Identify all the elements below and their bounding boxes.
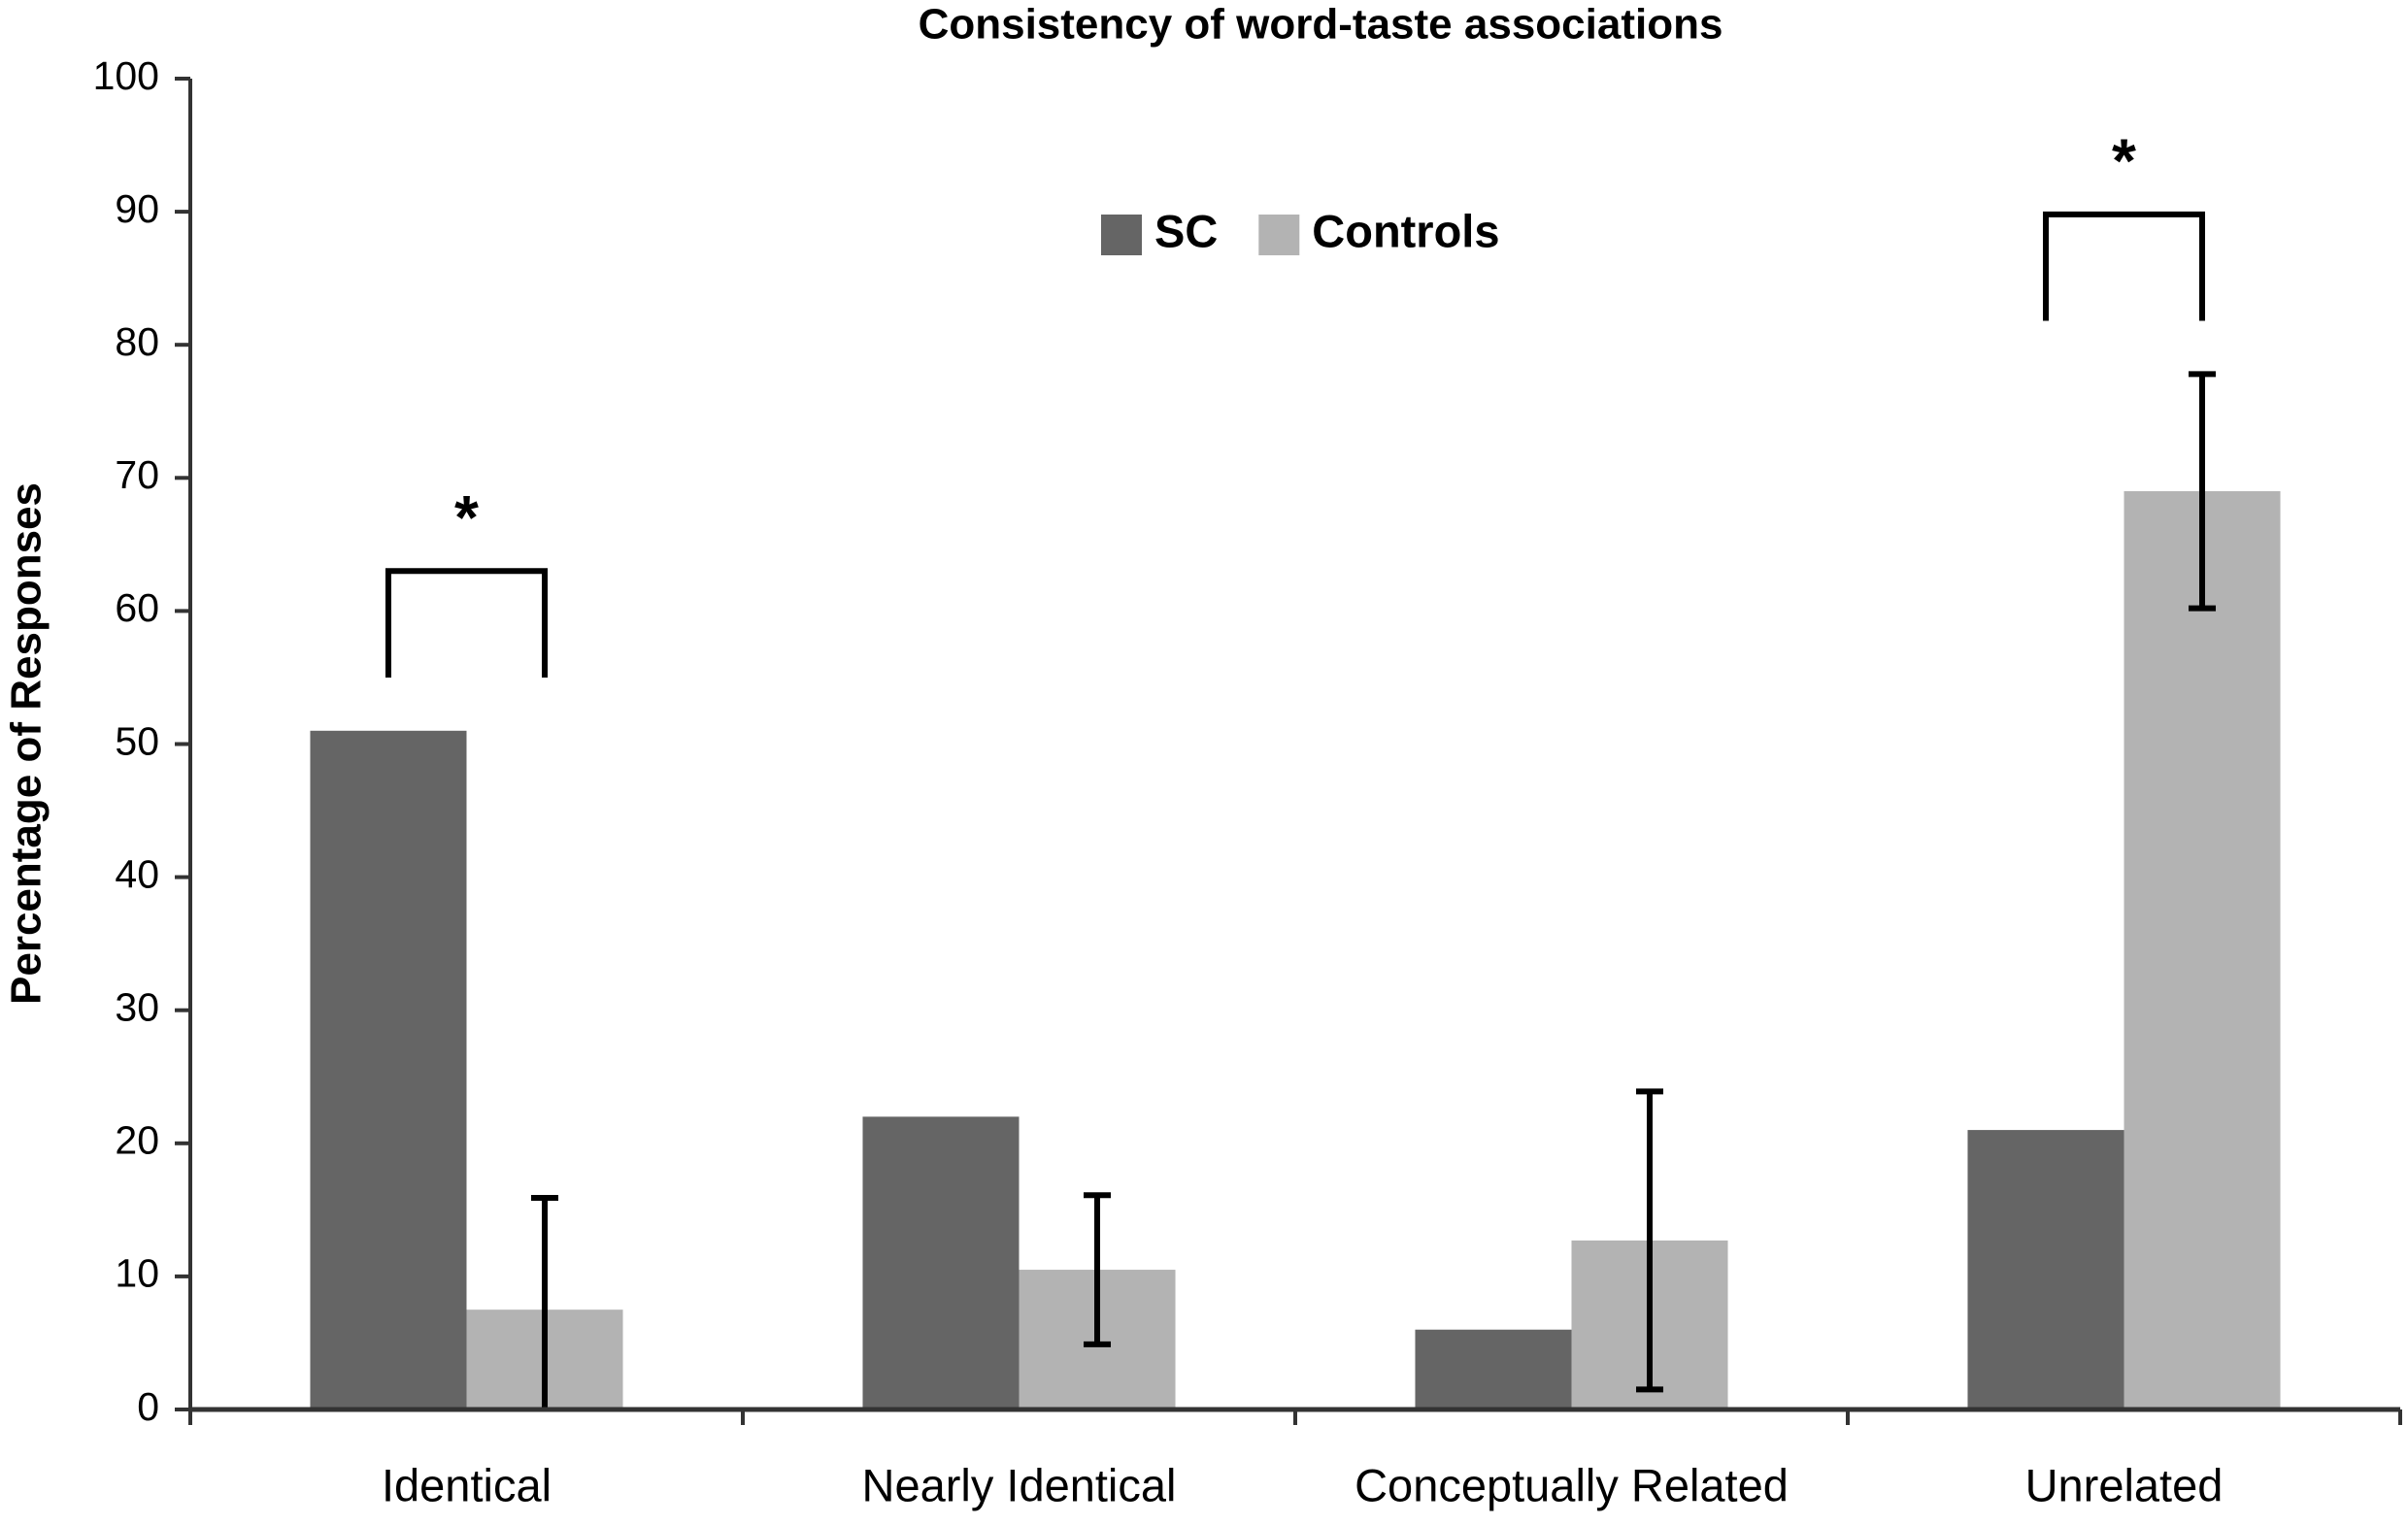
- y-tick-label: 30: [115, 985, 159, 1030]
- y-tick-label: 90: [115, 186, 159, 231]
- legend-label: SC: [1154, 205, 1218, 256]
- y-tick-label: 100: [93, 53, 159, 98]
- significance-marker: *: [454, 482, 479, 552]
- y-axis-label: Percentage of Responses: [3, 482, 50, 1005]
- bar: [1967, 1130, 2124, 1409]
- y-tick-label: 20: [115, 1118, 159, 1163]
- y-tick-label: 80: [115, 319, 159, 364]
- legend-swatch: [1101, 215, 1142, 255]
- error-bar: [1084, 1192, 1112, 1347]
- y-tick-label: 40: [115, 851, 159, 896]
- y-tick-label: 70: [115, 452, 159, 497]
- x-tick-label: Identical: [382, 1459, 552, 1510]
- bar: [862, 1116, 1020, 1409]
- x-tick-label: Nearly Identical: [862, 1459, 1177, 1510]
- bar: [310, 730, 467, 1409]
- x-tick-label: Conceptually Related: [1354, 1459, 1789, 1510]
- bar: [1415, 1329, 1572, 1409]
- chart-title: Consistency of word-taste associations: [919, 1, 1723, 49]
- y-tick-label: 50: [115, 718, 159, 763]
- error-bar: [2189, 371, 2217, 612]
- significance-bracket: [2042, 211, 2206, 321]
- legend-swatch: [1258, 215, 1300, 255]
- error-bar: [531, 1195, 559, 1409]
- legend-label: Controls: [1312, 205, 1499, 256]
- x-tick-label: Unrelated: [2025, 1459, 2224, 1510]
- y-tick-label: 10: [115, 1251, 159, 1296]
- bar: [2124, 491, 2281, 1409]
- y-tick-label: 60: [115, 585, 159, 630]
- y-tick-label: 0: [137, 1384, 159, 1429]
- error-bar: [1636, 1088, 1664, 1393]
- significance-bracket: [385, 568, 549, 678]
- significance-marker: *: [2112, 126, 2136, 196]
